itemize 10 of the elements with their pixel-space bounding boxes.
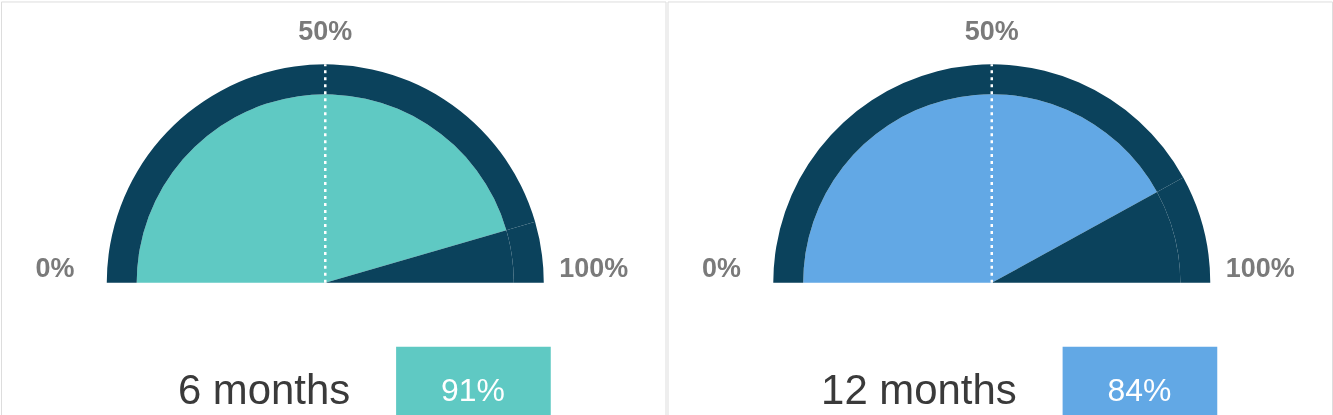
text: 50%	[298, 16, 353, 47]
text: 0%	[35, 252, 75, 283]
text: 100%	[559, 252, 629, 283]
text: 84%	[1107, 371, 1172, 408]
text: 100%	[1225, 252, 1295, 283]
text: 0%	[701, 252, 741, 283]
text: 91%	[441, 371, 505, 408]
text: 6 months	[177, 365, 351, 413]
text: 50%	[964, 16, 1019, 47]
text: 12 months	[821, 365, 1017, 413]
